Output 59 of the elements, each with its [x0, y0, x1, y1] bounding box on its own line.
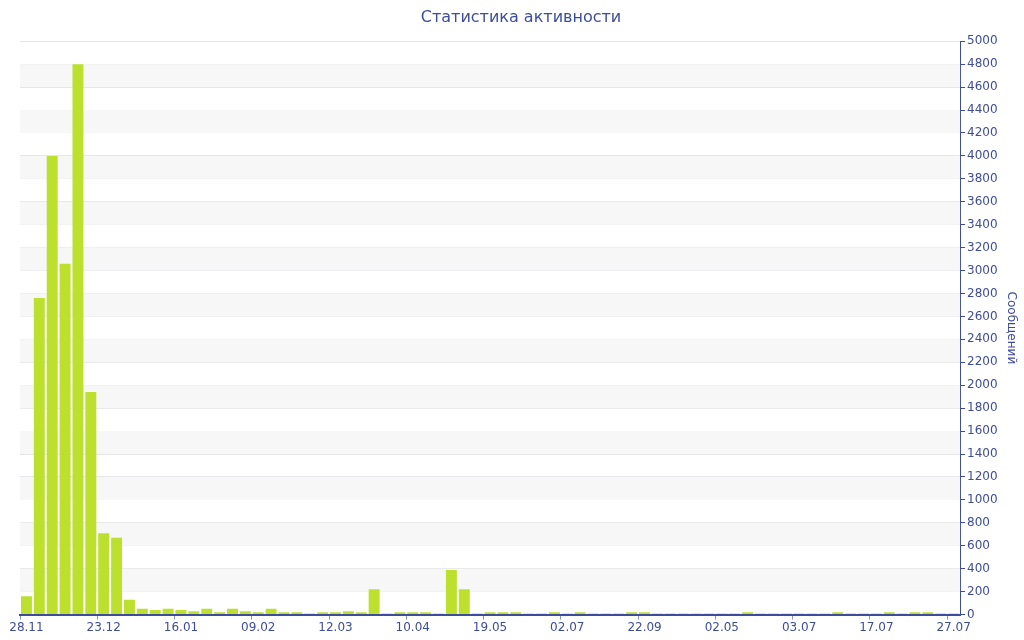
chart-title: Статистика активности [420, 6, 622, 26]
x-tick-label: 10.04 [395, 619, 430, 634]
x-tick-label: 02.07 [550, 619, 585, 634]
bar [33, 298, 45, 615]
bar [136, 608, 148, 615]
bar [85, 392, 97, 615]
y-tick-label: 1200 [967, 469, 998, 484]
x-tick-label: 28.11 [9, 619, 44, 634]
bar [342, 611, 354, 615]
y-tick-label: 0 [967, 606, 975, 621]
x-tick-label: 16.01 [163, 619, 199, 634]
bar [368, 589, 380, 615]
bar [149, 610, 161, 615]
bar [20, 596, 32, 615]
bar [111, 537, 123, 615]
x-tick-label: 12.03 [318, 619, 353, 634]
y-tick-label: 1400 [967, 446, 998, 461]
x-tick-label: 19.05 [472, 619, 508, 634]
x-tick-label: 27.07 [936, 619, 971, 634]
y-tick-label: 3800 [967, 170, 998, 185]
bar [227, 608, 238, 615]
y-tick-label: 2000 [967, 377, 998, 392]
y-tick-label: 2400 [967, 331, 998, 346]
y-axis-title: Сообщений [1004, 291, 1019, 365]
y-tick-label: 600 [967, 537, 990, 552]
y-tick-label: 1000 [967, 492, 998, 507]
bar [458, 589, 470, 615]
y-tick-label: 800 [967, 514, 990, 529]
y-tick-label: 4000 [967, 148, 998, 163]
bar [46, 155, 58, 615]
y-tick-label: 4800 [967, 56, 998, 71]
bar [188, 611, 200, 615]
x-tick-label: 09.02 [241, 619, 276, 634]
y-tick-label: 3000 [967, 262, 998, 277]
bar [239, 611, 251, 615]
y-tick-label: 400 [967, 560, 990, 575]
y-tick-label: 2200 [967, 354, 998, 369]
x-tick-label: 22.09 [627, 619, 662, 634]
y-tick-label: 1800 [967, 400, 998, 415]
bar [445, 569, 457, 615]
y-tick-label: 2600 [967, 308, 998, 323]
bar [98, 533, 110, 615]
y-tick-label: 4200 [967, 125, 998, 140]
y-tick-label: 3600 [967, 193, 998, 208]
x-tick-label: 17.07 [859, 619, 894, 634]
bar [123, 599, 135, 615]
y-tick-label: 3200 [967, 239, 998, 254]
x-tick-label: 03.07 [781, 619, 817, 634]
x-tick-label: 23.12 [86, 619, 121, 634]
y-tick-label: 3400 [967, 216, 998, 231]
bar [265, 608, 277, 615]
x-tick-label: 02.05 [704, 619, 740, 634]
y-tick-label: 4600 [967, 79, 998, 94]
y-tick-label: 1600 [967, 423, 998, 438]
y-tick-label: 2800 [967, 285, 998, 300]
y-tick-label: 5000 [967, 33, 998, 48]
y-tick-label: 200 [967, 583, 990, 598]
bar [201, 608, 213, 615]
y-tick-label: 4400 [967, 102, 998, 117]
